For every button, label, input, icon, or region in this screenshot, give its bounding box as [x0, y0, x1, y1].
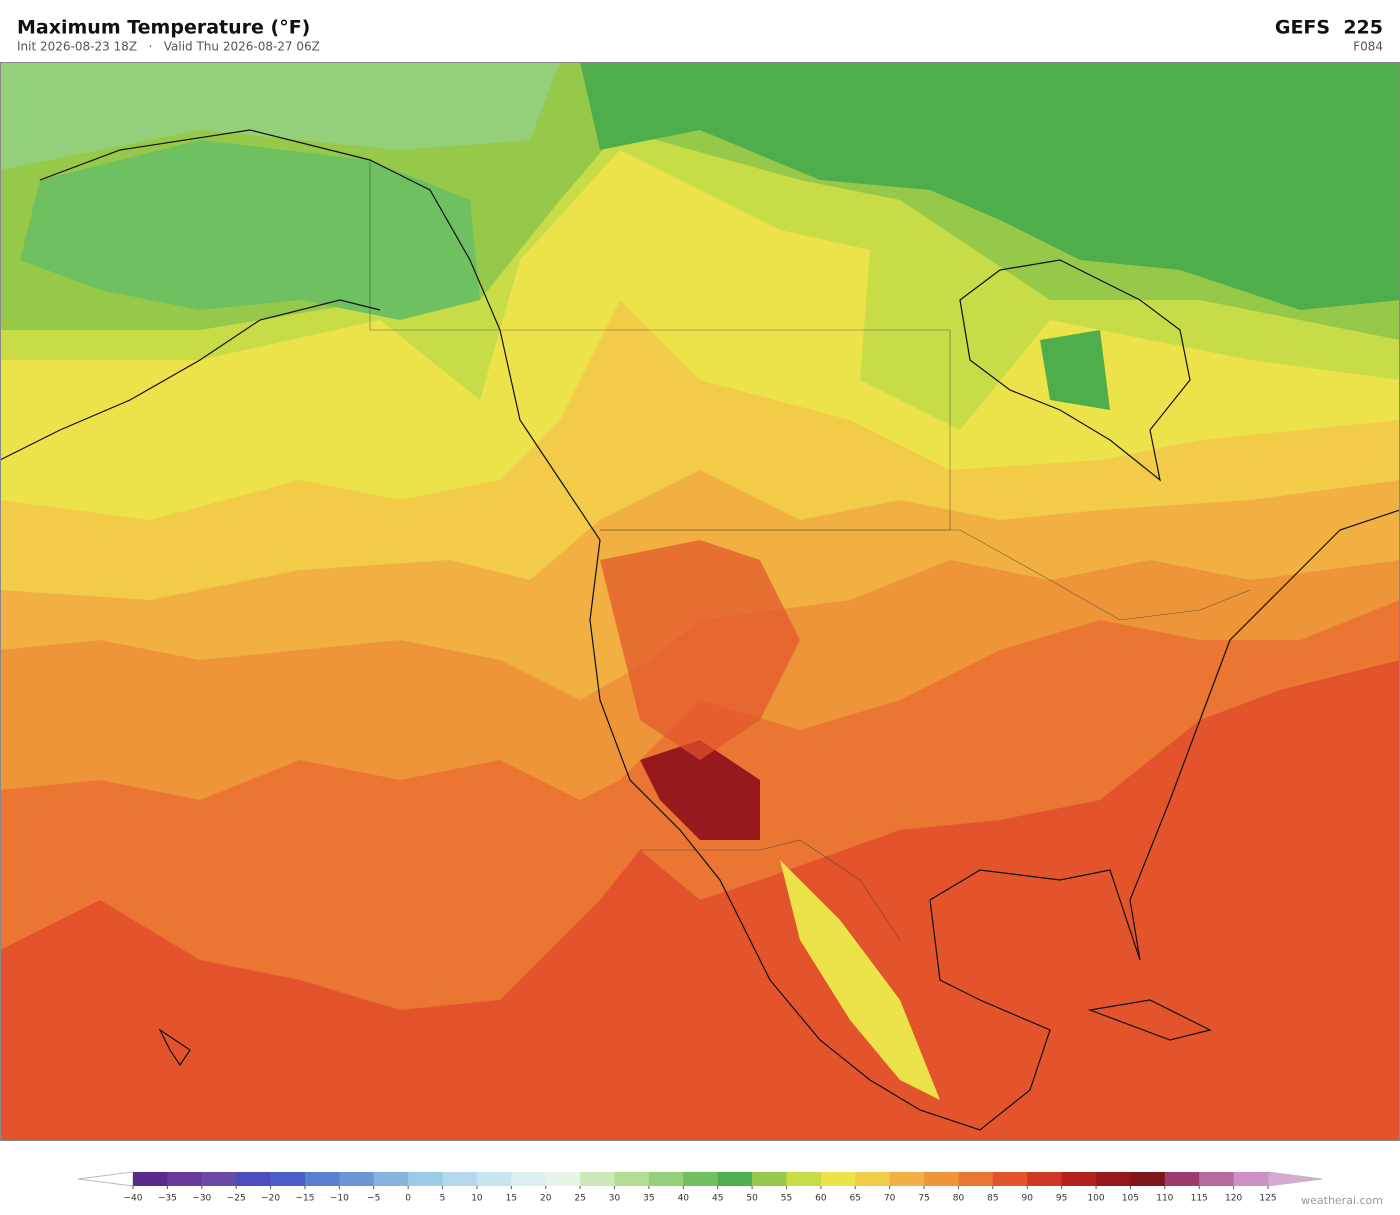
credit: weatherai.com [1301, 1194, 1383, 1207]
colorbar-swatch [992, 1172, 1028, 1186]
colorbar-swatch [236, 1172, 272, 1186]
colorbar-swatch [373, 1172, 409, 1186]
coastline [0, 129, 1400, 1131]
colorbar-tick-label: −5 [367, 1194, 380, 1204]
colorbar-tick-label: 115 [1191, 1194, 1208, 1204]
colorbar-tick-label: 120 [1225, 1194, 1242, 1204]
colorbar-swatch [1130, 1172, 1166, 1186]
colorbar-extend-low [77, 1171, 134, 1187]
field [640, 740, 760, 840]
colorbar-tick-label: −20 [261, 1194, 280, 1204]
colorbar-swatch [580, 1172, 616, 1186]
colorbar-extend-high [1267, 1171, 1323, 1187]
colorbar-swatch [133, 1172, 168, 1186]
colorbar-swatch [511, 1172, 547, 1186]
colorbar-swatch [889, 1172, 925, 1186]
colorbar-tick-label: 50 [746, 1194, 758, 1204]
colorbar-tick-label: −25 [227, 1194, 246, 1204]
colorbar-swatch [167, 1172, 203, 1186]
colorbar-swatch [304, 1172, 340, 1186]
colorbar-swatch [476, 1172, 512, 1186]
colorbar-swatch [924, 1172, 959, 1186]
colorbar-tick-label: 60 [815, 1194, 827, 1204]
colorbar-tick-label: 125 [1259, 1194, 1276, 1204]
colorbar-tick-label: 65 [850, 1194, 861, 1204]
colorbar-tick-label: −30 [192, 1194, 211, 1204]
colorbar-tick-label: −15 [295, 1194, 314, 1204]
map [0, 62, 1400, 1141]
colorbar-swatch [1061, 1172, 1097, 1186]
colorbar-swatch [683, 1172, 719, 1186]
model-label: GEFS 225 [1275, 17, 1383, 39]
field [600, 540, 800, 760]
colorbar-swatch [752, 1172, 787, 1186]
colorbar-swatch [855, 1172, 891, 1186]
colorbar-tick-label: 55 [781, 1194, 792, 1204]
colorbar-swatch [1164, 1172, 1200, 1186]
colorbar-tick-label: 40 [678, 1194, 690, 1204]
colorbar-swatch [786, 1172, 822, 1186]
colorbar-tick-label: 110 [1156, 1194, 1173, 1204]
colorbar-tick-label: 15 [506, 1194, 517, 1204]
colorbar-tick-label: 75 [918, 1194, 929, 1204]
colorbar-swatch [820, 1172, 856, 1186]
colorbar-swatch [442, 1172, 478, 1186]
colorbar-swatch [339, 1172, 375, 1186]
colorbar-tick-label: 95 [1056, 1194, 1067, 1204]
colorbar-swatch [1096, 1172, 1131, 1186]
colorbar-swatch [648, 1172, 684, 1186]
colorbar-swatch [1027, 1172, 1063, 1186]
colorbar-tick-label: −40 [124, 1194, 143, 1204]
colorbar-tick-label: 25 [574, 1194, 585, 1204]
colorbar-tick-label: 80 [953, 1194, 965, 1204]
subtitle: Init 2026-08-23 18Z · Valid Thu 2026-08-… [17, 40, 320, 54]
field [780, 860, 940, 1100]
colorbar-tick-label: −35 [158, 1194, 177, 1204]
colorbar-tick-label: 100 [1087, 1194, 1104, 1204]
borders [369, 160, 1251, 941]
colorbar-tick-label: 20 [540, 1194, 552, 1204]
colorbar-swatch [1233, 1172, 1269, 1186]
colorbar-swatch [270, 1172, 306, 1186]
colorbar-tick-label: 105 [1122, 1194, 1139, 1204]
colorbar-swatch [717, 1172, 753, 1186]
colorbar-tick-label: 5 [440, 1194, 446, 1204]
colorbar-tick-label: 0 [405, 1194, 411, 1204]
colorbar-tick-label: 10 [471, 1194, 483, 1204]
field [0, 62, 560, 170]
colorbar-tick-label: 70 [884, 1194, 896, 1204]
colorbar-swatch [1199, 1172, 1235, 1186]
field [580, 62, 1400, 310]
colorbar-swatch [958, 1172, 994, 1186]
colorbar-swatch [614, 1172, 650, 1186]
colorbar-tick-label: 45 [712, 1194, 723, 1204]
forecast-hour: F084 [1353, 40, 1383, 54]
colorbar-tick-label: 35 [643, 1194, 654, 1204]
colorbar-tick-label: 90 [1022, 1194, 1034, 1204]
field [1040, 330, 1110, 410]
colorbar-swatch [408, 1172, 444, 1186]
colorbar-swatch [545, 1172, 581, 1186]
title: Maximum Temperature (°F) [17, 17, 310, 39]
colorbar-tick-label: −10 [330, 1194, 349, 1204]
colorbar-swatch [201, 1172, 237, 1186]
colorbar-tick-label: 30 [609, 1194, 621, 1204]
colorbar: −40 −35 −30 −25 −20 −15 −10 −5 0 5 10 15 20 25 30 35 40 4… [77, 1171, 1323, 1204]
field [20, 140, 480, 320]
colorbar-tick-label: 85 [987, 1194, 998, 1204]
